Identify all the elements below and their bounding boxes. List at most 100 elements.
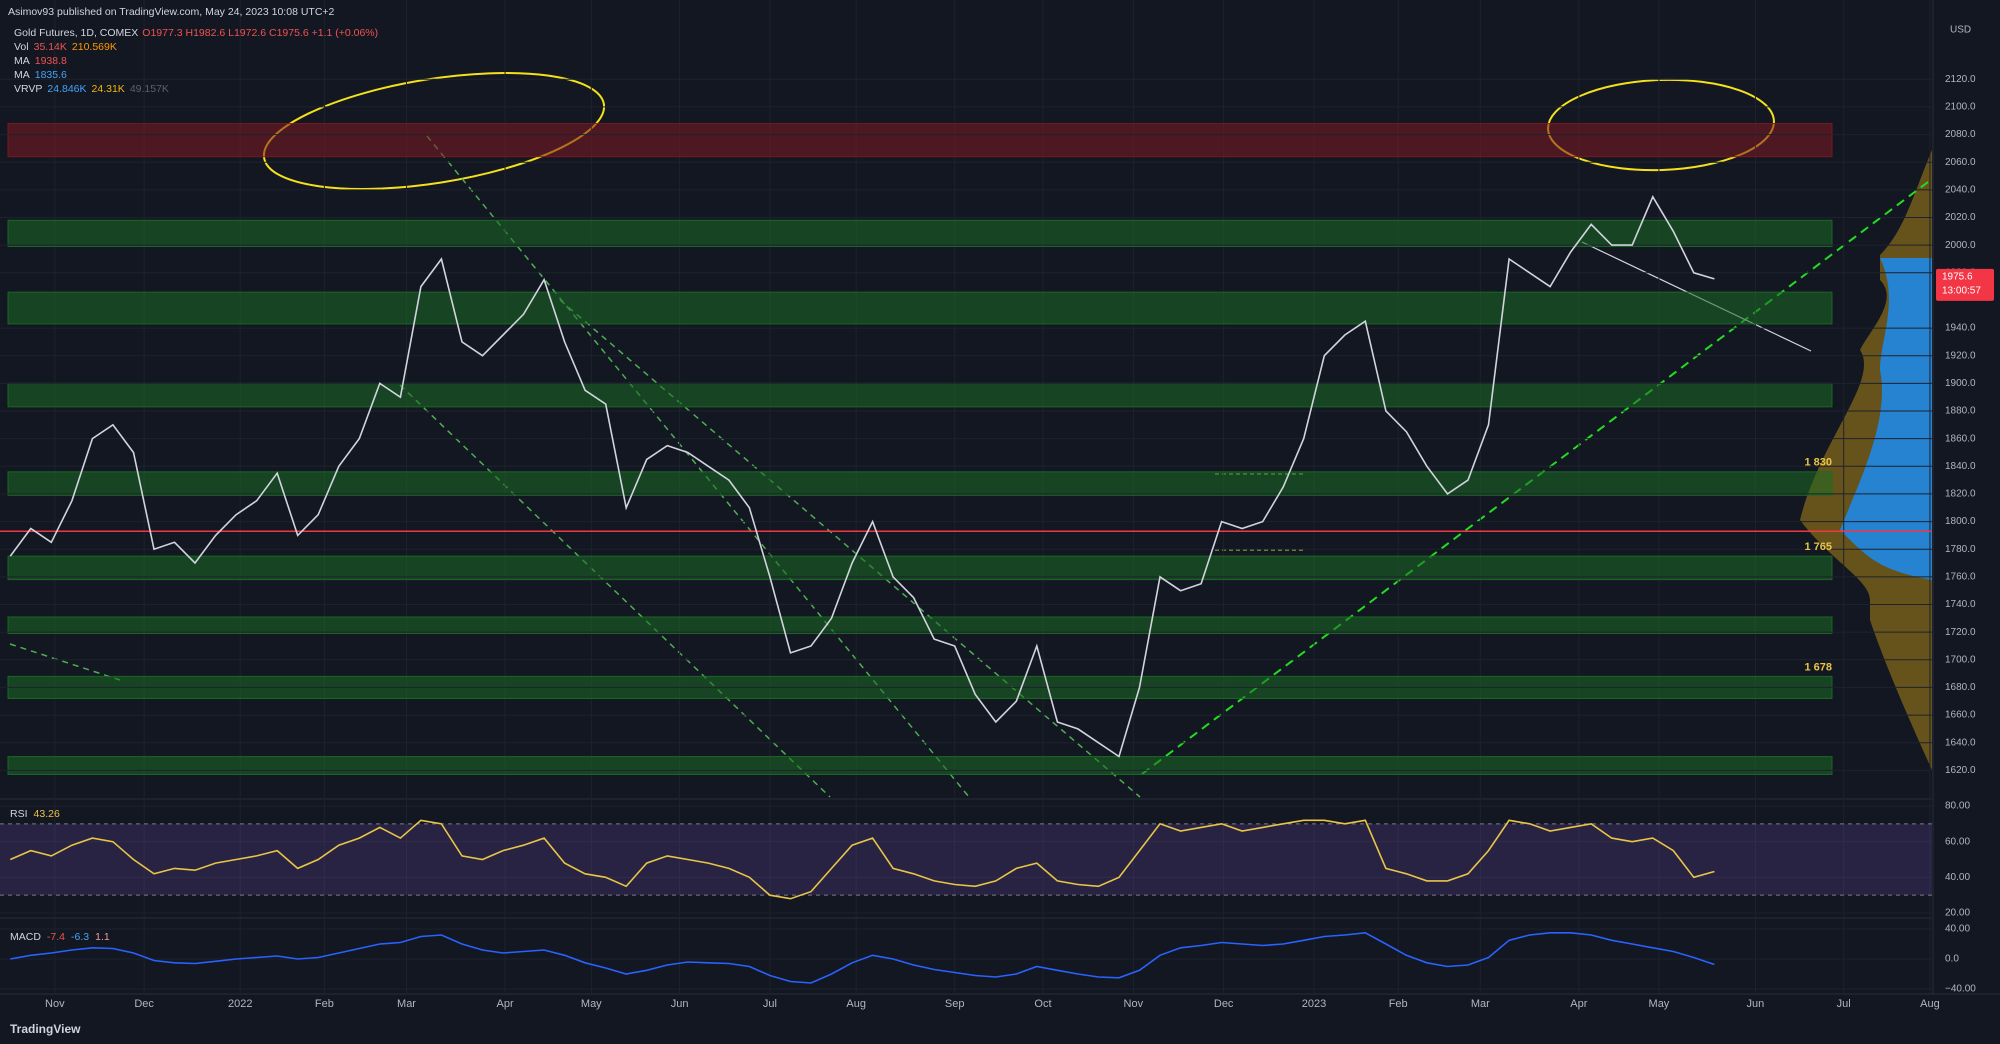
- y-tick-label: 0.0: [1945, 954, 1959, 965]
- zones: [7, 123, 1833, 776]
- footer-bar: [0, 1018, 2000, 1044]
- zone: [7, 219, 1833, 248]
- pane-value: 1.1: [95, 931, 110, 943]
- x-tick-label: 2022: [228, 998, 252, 1010]
- x-tick-label: Sep: [945, 998, 965, 1010]
- indicator-value: 24.31K: [92, 83, 125, 95]
- y-tick-label: 2040.0: [1945, 184, 1976, 195]
- x-tick-label: Mar: [397, 998, 416, 1010]
- indicator-value: 210.569K: [72, 41, 117, 53]
- x-tick-label: May: [581, 998, 602, 1010]
- indicator-value: 49.157K: [130, 83, 169, 95]
- x-tick-label: Nov: [45, 998, 65, 1010]
- footer-brand: TradingView: [10, 1022, 81, 1036]
- y-tick-label: 2060.0: [1945, 157, 1976, 168]
- y-tick-label: 1900.0: [1945, 378, 1976, 389]
- y-tick-label: 1700.0: [1945, 654, 1976, 665]
- series-line: [10, 931, 1715, 984]
- rsi-band: [0, 823, 1932, 896]
- indicator-name: Vol: [14, 41, 29, 53]
- y-tick-label: 2020.0: [1945, 212, 1976, 223]
- x-tick-label: Jul: [763, 998, 777, 1010]
- indicator-name: MA: [14, 55, 30, 67]
- indicator-name: VRVP: [14, 83, 42, 95]
- zone-label: 1 765: [1804, 541, 1832, 553]
- x-tick-label: Apr: [497, 998, 514, 1010]
- x-tick-label: Aug: [846, 998, 866, 1010]
- y-tick-label: 60.00: [1945, 836, 1970, 847]
- y-tick-label: 1740.0: [1945, 599, 1976, 610]
- series-line: [9, 819, 1715, 900]
- y-tick-label: 1860.0: [1945, 433, 1976, 444]
- symbol-line: Gold Futures, 1D, COMEX O1977.3 H1982.6 L…: [14, 27, 378, 39]
- publisher: Asimov93 published on TradingView.com, M…: [8, 6, 335, 18]
- y-tick-label: 1660.0: [1945, 710, 1976, 721]
- pane-value: 43.26: [34, 808, 60, 820]
- pane-value: -6.3: [71, 931, 89, 943]
- price-tag-countdown: 13:00:57: [1942, 286, 1981, 297]
- y-tick-label: 1880.0: [1945, 406, 1976, 417]
- indicator-line: VRVP 24.846K 24.31K 49.157K: [14, 83, 169, 95]
- currency: USD: [1950, 25, 1971, 36]
- y-tick-label: 2000.0: [1945, 240, 1976, 251]
- zone: [7, 555, 1833, 581]
- pane-title: RSI 43.26: [10, 808, 60, 820]
- indicator-value: 1938.8: [35, 55, 67, 67]
- zone: [7, 291, 1833, 325]
- zone: [7, 382, 1833, 408]
- y-tick-label: 2100.0: [1945, 102, 1976, 113]
- y-tick-label: 1640.0: [1945, 737, 1976, 748]
- y-tick-label: 1800.0: [1945, 516, 1976, 527]
- x-tick-label: Dec: [134, 998, 154, 1010]
- x-tick-label: Oct: [1034, 998, 1051, 1010]
- x-tick-label: Jun: [1747, 998, 1765, 1010]
- trend-line: [399, 384, 831, 798]
- zone-label: 1 678: [1804, 661, 1832, 673]
- indicator-line: MA 1938.8: [14, 55, 67, 67]
- y-tick-label: 1720.0: [1945, 627, 1976, 638]
- zone: [7, 756, 1833, 776]
- x-tick-label: Dec: [1214, 998, 1234, 1010]
- y-tick-label: 40.00: [1945, 924, 1970, 935]
- price-tag: [1936, 268, 1994, 301]
- volume-profile-value-area: [1840, 258, 1932, 580]
- x-tick-label: Jun: [671, 998, 689, 1010]
- x-tick-label: 2023: [1302, 998, 1326, 1010]
- x-tick-label: Feb: [315, 998, 334, 1010]
- zone: [7, 123, 1833, 158]
- indicator-line: Vol 35.14K 210.569K: [14, 41, 117, 53]
- y-tick-label: 1760.0: [1945, 571, 1976, 582]
- ohlc: O1977.3 H1982.6 L1972.6 C1975.6 +1.1 (+0…: [142, 27, 378, 39]
- indicator-value: 24.846K: [47, 83, 86, 95]
- y-tick-label: 1920.0: [1945, 350, 1976, 361]
- indicator-value: 1835.6: [35, 69, 67, 81]
- pane-title: MACD -7.4 -6.3 1.1: [10, 931, 110, 943]
- y-tick-label: 1940.0: [1945, 323, 1976, 334]
- y-tick-label: 1840.0: [1945, 461, 1976, 472]
- y-tick-label: 1820.0: [1945, 489, 1976, 500]
- y-tick-label: 1680.0: [1945, 682, 1976, 693]
- y-tick-label: 2080.0: [1945, 129, 1976, 140]
- x-tick-label: Apr: [1570, 998, 1587, 1010]
- zone: [7, 616, 1833, 635]
- y-tick-label: 1620.0: [1945, 765, 1976, 776]
- symbol: Gold Futures, 1D, COMEX: [14, 27, 138, 39]
- zone: [7, 471, 1833, 496]
- pane-title-name: RSI: [10, 808, 28, 820]
- trend-line: [9, 643, 121, 681]
- y-tick-label: 20.00: [1945, 908, 1970, 919]
- pane-title-name: MACD: [10, 931, 41, 943]
- price-tag-value: 1975.6: [1942, 272, 1973, 283]
- series-line: [9, 195, 1715, 758]
- x-tick-label: Jul: [1837, 998, 1851, 1010]
- x-tick-label: Aug: [1920, 998, 1940, 1010]
- indicator-name: MA: [14, 69, 30, 81]
- zone-label: 1 830: [1804, 457, 1832, 469]
- y-tick-label: 2120.0: [1945, 74, 1976, 85]
- x-tick-label: Mar: [1471, 998, 1490, 1010]
- indicator-value: 35.14K: [34, 41, 67, 53]
- indicator-line: MA 1835.6: [14, 69, 67, 81]
- pane-value: -7.4: [47, 931, 65, 943]
